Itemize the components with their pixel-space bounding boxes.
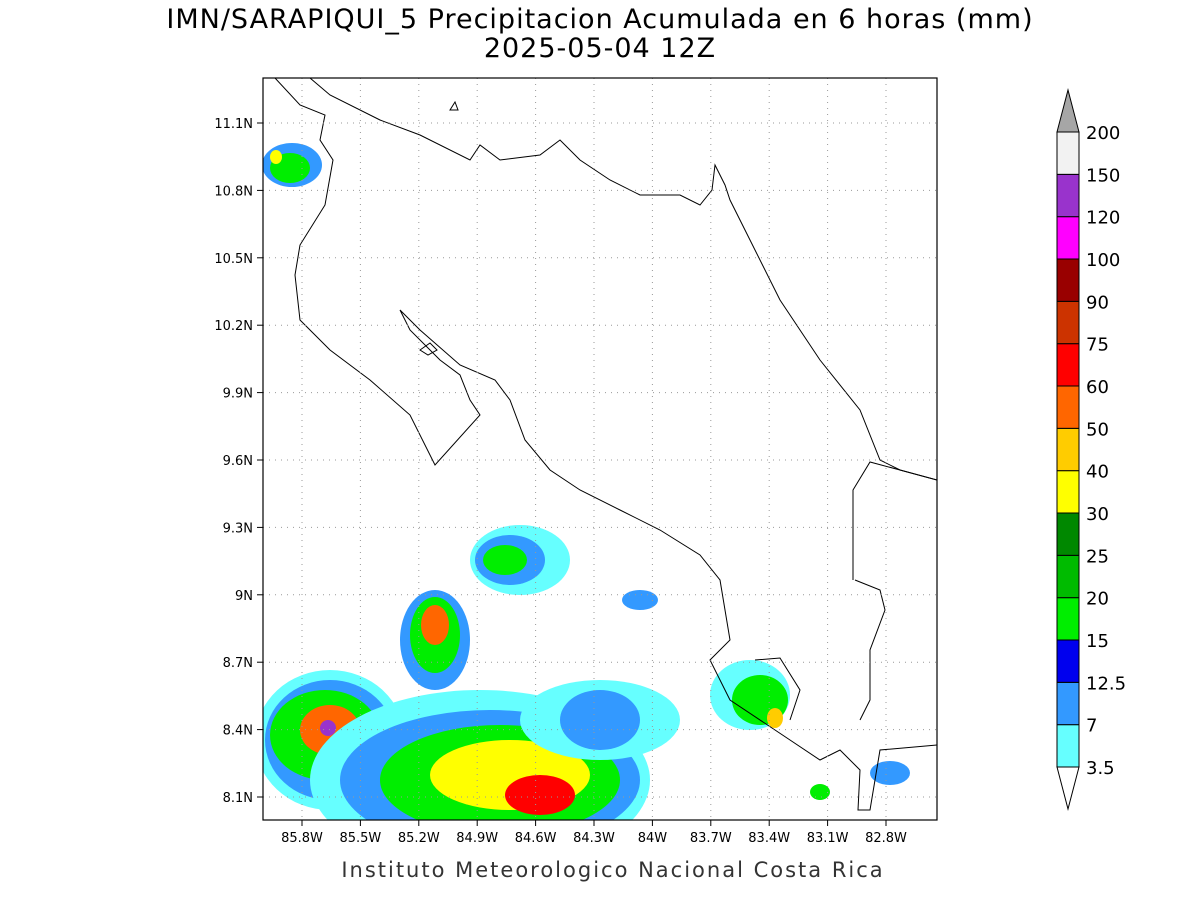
colorbar: 3.5 7 12.5 15 20 25 30 40 50 60 75 90 100 120 150 200 xyxy=(1056,88,1126,811)
colorbar-label: 60 xyxy=(1086,377,1109,398)
lon-tick-label: 84.6W xyxy=(515,831,557,846)
lon-tick-label: 85.8W xyxy=(281,831,323,846)
lat-tick-label: 9.6N xyxy=(223,454,253,469)
credit: Instituto Meteorologico Nacional Costa R… xyxy=(341,858,884,882)
colorbar-bin xyxy=(1056,554,1080,599)
colorbar-label: 75 xyxy=(1086,335,1109,356)
lat-tick-label: 11.1N xyxy=(214,117,253,132)
colorbar-label: 3.5 xyxy=(1086,758,1115,779)
colorbar-label: 20 xyxy=(1086,589,1109,610)
lat-tick-label: 8.4N xyxy=(223,724,253,739)
colorbar-label: 100 xyxy=(1086,250,1120,271)
grid: 11.1N 10.8N 10.5N 10.2N 9.9N 9.6N 9.3N 9N 8.7N 8.… xyxy=(214,78,937,846)
colorbar-bin xyxy=(1056,597,1080,641)
lat-tick-label: 8.7N xyxy=(223,656,253,671)
lon-tick-label: 83.7W xyxy=(690,831,732,846)
lon-tick-label: 83.1W xyxy=(807,831,849,846)
lon-tick-label: 84W xyxy=(638,831,668,846)
lat-tick-label: 9.9N xyxy=(223,387,253,402)
colorbar-bin xyxy=(1056,300,1080,345)
lat-tick-label: 8.1N xyxy=(223,791,253,806)
colorbar-under xyxy=(1056,766,1080,811)
colorbar-bin xyxy=(1056,724,1080,768)
colorbar-bin xyxy=(1056,681,1080,726)
colorbar-bin xyxy=(1056,385,1080,429)
colorbar-bin xyxy=(1056,173,1080,218)
lon-tick-label: 83.4W xyxy=(748,831,790,846)
lon-tick-label: 84.3W xyxy=(573,831,615,846)
map-frame xyxy=(262,77,938,821)
colorbar-label: 50 xyxy=(1086,419,1109,440)
lat-tick-label: 9N xyxy=(235,589,253,604)
subtitle: 2025-05-04 12Z xyxy=(484,33,716,64)
colorbar-bin xyxy=(1056,343,1080,387)
colorbar-label: 200 xyxy=(1086,123,1120,144)
lat-tick-label: 10.5N xyxy=(214,252,253,267)
colorbar-label: 150 xyxy=(1086,165,1120,186)
precipitation-field xyxy=(263,143,910,820)
colorbar-bin xyxy=(1056,131,1080,175)
colorbar-label: 12.5 xyxy=(1086,673,1126,694)
lon-tick-label: 84.9W xyxy=(456,831,498,846)
colorbar-bin xyxy=(1056,216,1080,260)
colorbar-label: 25 xyxy=(1086,546,1109,567)
lat-tick-label: 10.2N xyxy=(214,319,253,334)
colorbar-label: 120 xyxy=(1086,208,1120,229)
colorbar-over xyxy=(1056,88,1080,133)
colorbar-label: 15 xyxy=(1086,631,1109,652)
lat-tick-label: 10.8N xyxy=(214,184,253,199)
lat-tick-label: 9.3N xyxy=(223,521,253,536)
coastline xyxy=(274,78,937,811)
lon-tick-label: 85.2W xyxy=(398,831,440,846)
lon-tick-label: 85.5W xyxy=(339,831,381,846)
colorbar-label: 40 xyxy=(1086,462,1109,483)
title: IMN/SARAPIQUI_5 Precipitacion Acumulada … xyxy=(166,4,1033,35)
colorbar-label: 7 xyxy=(1086,716,1097,737)
colorbar-label: 30 xyxy=(1086,504,1109,525)
colorbar-bin xyxy=(1056,258,1080,302)
lon-tick-label: 82.8W xyxy=(865,831,907,846)
colorbar-bin xyxy=(1056,639,1080,683)
colorbar-bin xyxy=(1056,512,1080,556)
colorbar-label: 90 xyxy=(1086,292,1109,313)
colorbar-bin xyxy=(1056,470,1080,514)
colorbar-bin xyxy=(1056,427,1080,472)
